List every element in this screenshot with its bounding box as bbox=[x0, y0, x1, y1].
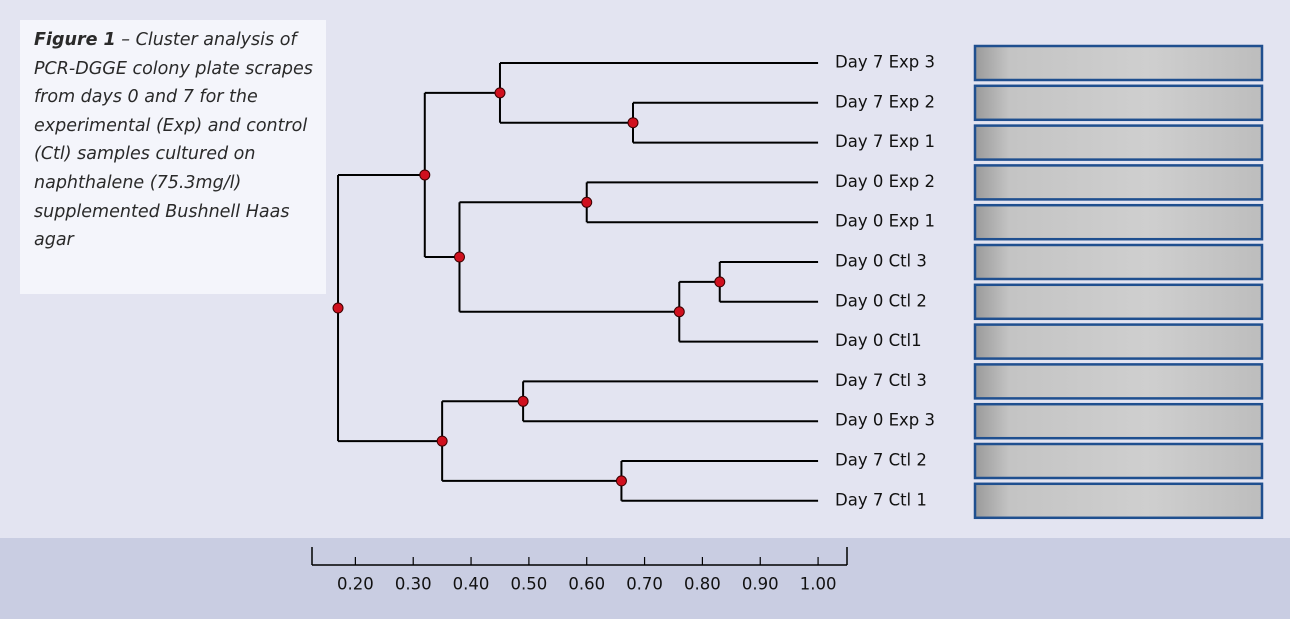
leaf-label: Day 7 Exp 2 bbox=[835, 92, 935, 111]
gel-lane bbox=[975, 126, 1262, 160]
leaf-label: Day 0 Ctl 2 bbox=[835, 291, 927, 310]
leaf-label: Day 7 Ctl 3 bbox=[835, 371, 927, 390]
x-tick-label: 0.70 bbox=[626, 575, 663, 594]
leaf-label: Day 7 Exp 3 bbox=[835, 53, 935, 72]
gel-lane bbox=[975, 484, 1262, 518]
x-tick-label: 0.40 bbox=[453, 575, 490, 594]
node bbox=[495, 88, 505, 98]
leaf-label: Day 0 Ctl 3 bbox=[835, 252, 927, 271]
x-tick-label: 0.50 bbox=[511, 575, 548, 594]
leaf-label: Day 0 Exp 1 bbox=[835, 212, 935, 231]
leaf-label: Day 0 Ctl1 bbox=[835, 331, 922, 350]
gel-lane bbox=[975, 325, 1262, 359]
node bbox=[518, 396, 528, 406]
node bbox=[628, 118, 638, 128]
leaf-label: Day 7 Ctl 1 bbox=[835, 490, 927, 509]
gel-lane bbox=[975, 364, 1262, 398]
figure: Figure 1 – Cluster analysis of PCR-DGGE … bbox=[0, 0, 1290, 619]
x-tick-label: 1.00 bbox=[800, 575, 837, 594]
node bbox=[582, 197, 592, 207]
gel-lane bbox=[975, 165, 1262, 199]
x-tick-label: 0.60 bbox=[568, 575, 605, 594]
gel-lane bbox=[975, 205, 1262, 239]
x-tick-label: 0.20 bbox=[337, 575, 374, 594]
gel-lane bbox=[975, 285, 1262, 319]
gel-lane bbox=[975, 86, 1262, 120]
x-tick-label: 0.30 bbox=[395, 575, 432, 594]
leaf-label: Day 7 Exp 1 bbox=[835, 132, 935, 151]
gel-lane bbox=[975, 46, 1262, 80]
chart: 0.20 0.30 0.40 0.50 0.60 0.70 0.80 0.90 1.00 Day … bbox=[0, 0, 1290, 619]
node bbox=[715, 277, 725, 287]
leaf-label: Day 0 Exp 2 bbox=[835, 172, 935, 191]
node bbox=[454, 252, 464, 262]
node bbox=[616, 476, 626, 486]
gel-lane bbox=[975, 404, 1262, 438]
x-tick-label: 0.80 bbox=[684, 575, 721, 594]
gel-lane bbox=[975, 444, 1262, 478]
node bbox=[437, 436, 447, 446]
x-tick-label: 0.90 bbox=[742, 575, 779, 594]
node bbox=[333, 303, 343, 313]
node bbox=[674, 307, 684, 317]
gel-lane bbox=[975, 245, 1262, 279]
node bbox=[420, 170, 430, 180]
leaf-label: Day 7 Ctl 2 bbox=[835, 451, 927, 470]
leaf-label: Day 0 Exp 3 bbox=[835, 411, 935, 430]
